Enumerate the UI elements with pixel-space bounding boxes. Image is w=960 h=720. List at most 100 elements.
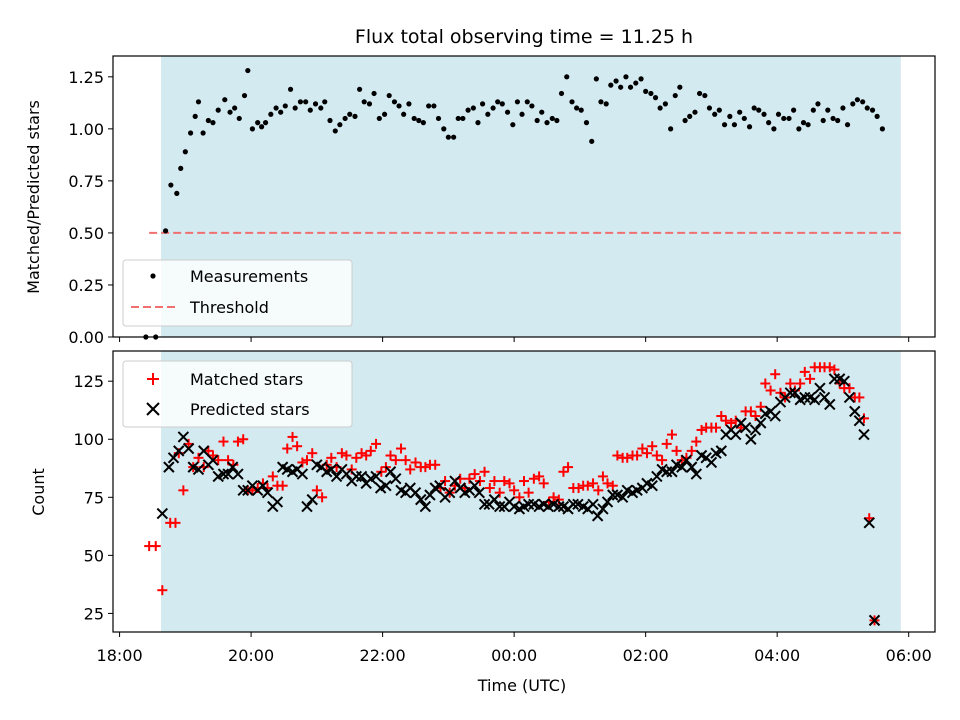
measurement-point: [716, 107, 722, 113]
matched-star-point: [405, 464, 416, 475]
measurement-point: [544, 120, 550, 126]
measurement-point: [445, 134, 451, 140]
predicted-star-point: [409, 486, 422, 499]
matched-star-point: [854, 392, 865, 403]
measurement-point: [771, 126, 777, 132]
matched-star-point: [307, 448, 318, 459]
predicted-star-point: [745, 433, 757, 445]
matched-star-point: [824, 362, 835, 373]
measurement-point: [303, 99, 309, 105]
measurement-point: [268, 111, 274, 117]
predicted-star-point: [198, 445, 210, 457]
matched-star-point: [489, 476, 500, 487]
matched-star-point: [170, 517, 181, 528]
measurement-point: [307, 107, 313, 113]
measurement-point: [381, 111, 388, 117]
measurement-point: [603, 101, 609, 107]
measurement-point: [342, 115, 348, 122]
measurement-point: [322, 99, 328, 105]
measurement-point: [406, 101, 412, 107]
measurement-point: [215, 107, 221, 113]
measurement-point: [627, 84, 634, 90]
measurement-point: [192, 113, 198, 119]
matched-star-point: [504, 478, 515, 489]
predicted-star-point: [415, 493, 427, 506]
matched-star-point: [597, 471, 608, 482]
measurement-point: [815, 101, 821, 107]
matched-star-point: [232, 436, 243, 447]
predicted-star-point: [493, 500, 506, 513]
chart-title: Flux total observing time = 11.25 h: [355, 26, 693, 48]
predicted-star-point: [167, 452, 180, 464]
measurement-point: [564, 74, 570, 80]
measurement-point: [731, 122, 738, 128]
measurement-point: [431, 103, 437, 109]
measurement-point: [618, 84, 624, 90]
measurement-point: [608, 82, 614, 88]
predicted-star-point: [390, 473, 402, 485]
predicted-star-point: [434, 479, 446, 492]
measurement-point: [751, 105, 757, 111]
matched-star-point: [607, 480, 618, 491]
x-tick-label: 00:00: [491, 646, 537, 665]
measurement-point: [318, 105, 324, 111]
measurement-point: [282, 103, 288, 109]
matched-star-point: [479, 466, 490, 477]
measurement-point: [182, 149, 188, 155]
measurement-point: [187, 130, 194, 136]
predicted-star-point: [384, 466, 397, 478]
predicted-star-point: [468, 479, 481, 492]
predicted-star-point: [666, 466, 678, 478]
predicted-star-point: [769, 410, 781, 422]
measurement-point: [746, 124, 753, 130]
predicted-star-point: [380, 479, 392, 492]
measurement-point: [401, 111, 407, 117]
measurement-point: [376, 115, 382, 122]
measurement-point: [195, 99, 202, 105]
predicted-star-point: [755, 417, 767, 429]
matched-star-point: [795, 378, 806, 389]
matched-star-point: [612, 450, 623, 461]
measurement-point: [327, 117, 333, 124]
measurement-point: [470, 105, 476, 111]
matched-star-point: [691, 436, 702, 447]
measurement-point: [278, 109, 284, 115]
measurement-point: [796, 126, 802, 132]
predicted-star-point: [685, 461, 698, 473]
measurement-point: [255, 120, 261, 126]
predicted-star-point: [597, 503, 609, 515]
top-legend: Measurements Threshold: [122, 259, 353, 327]
predicted-star-point: [156, 507, 169, 520]
measurement-point: [554, 117, 560, 124]
top-axes-frame: [112, 55, 936, 338]
measurement-point: [451, 134, 457, 140]
predicted-star-point: [818, 391, 831, 404]
predicted-star-point: [567, 498, 580, 510]
measurement-point: [287, 86, 294, 92]
predicted-star-point: [553, 500, 565, 513]
measurement-point: [332, 128, 338, 134]
predicted-star-point: [868, 614, 881, 627]
bottom-panel: 25 50 75 100 125 18:00 20:00 22:00 00:00 02:00 04…: [29, 350, 936, 695]
measurement-point: [416, 117, 422, 124]
y-tick-label: 0.25: [68, 276, 104, 295]
matched-star-point: [499, 476, 510, 487]
predicted-star-point: [863, 517, 875, 529]
x-tick-label: 04:00: [754, 646, 800, 665]
top-panel: 0.00 0.25 0.50 0.75 1.00 1.25 Matched/Predict…: [24, 55, 936, 347]
measurement-point: [163, 228, 169, 234]
bottom-x-ticks: 18:00 20:00 22:00 00:00 02:00 04:00 06:00: [97, 632, 932, 665]
measurement-point: [864, 105, 870, 111]
predicted-star-point: [651, 470, 663, 483]
measurement-point: [168, 182, 174, 188]
y-tick-label: 25: [84, 604, 104, 623]
matched-star-point: [534, 471, 545, 482]
measurement-point: [495, 99, 501, 105]
matched-star-point: [711, 422, 722, 433]
predicted-star-point: [488, 493, 501, 506]
measurement-point: [810, 107, 816, 113]
measurement-point: [312, 101, 319, 107]
matched-star-point: [558, 466, 569, 477]
measurement-point: [236, 115, 242, 122]
measurement-point: [391, 99, 398, 105]
